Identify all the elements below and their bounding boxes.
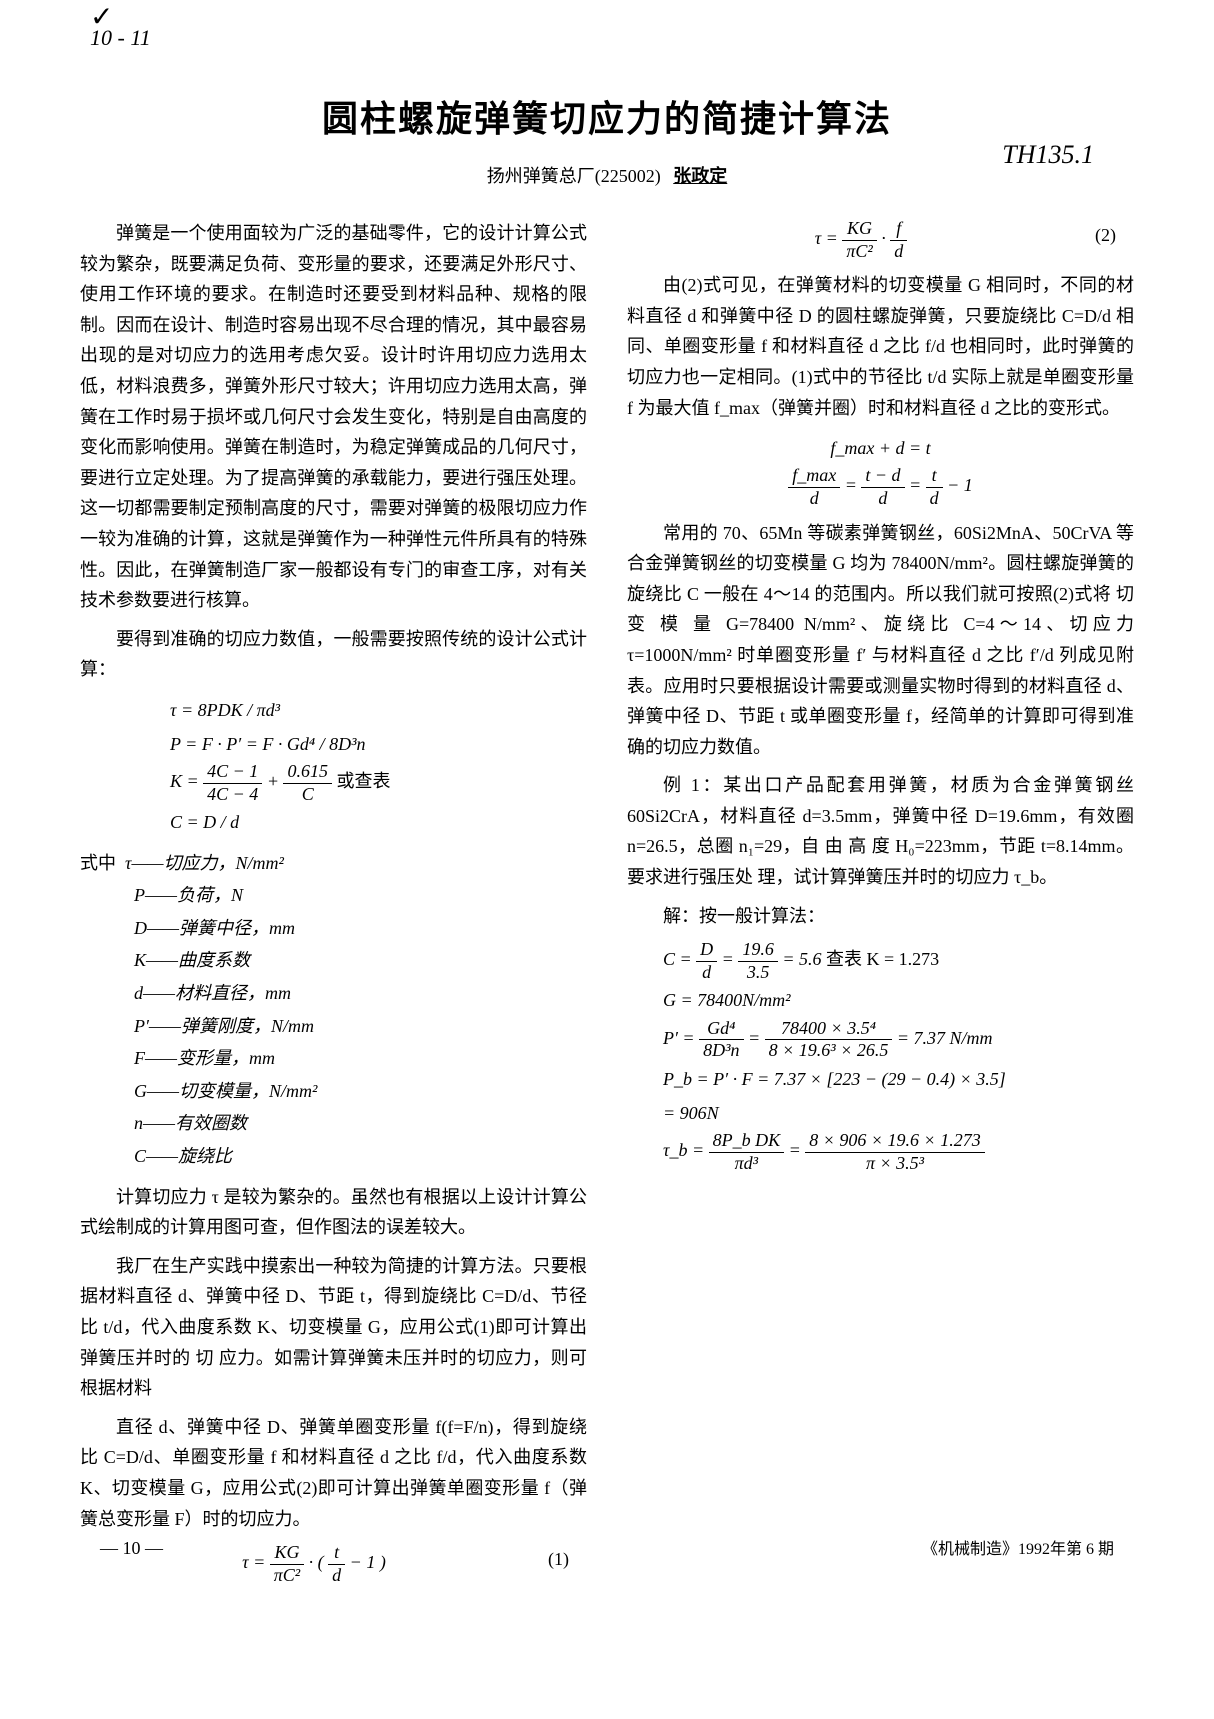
equation-number: (2) [1095, 218, 1116, 252]
def-row: K——曲度系数 [80, 945, 587, 976]
def-row: F——变形量，mm [80, 1043, 587, 1074]
def-row: G——切变模量，N/mm² [80, 1076, 587, 1107]
def-row: C——旋绕比 [80, 1141, 587, 1172]
paragraph: 要得到准确的切应力数值，一般需要按照传统的设计公式计算： [80, 624, 587, 685]
def-row: d——材料直径，mm [80, 978, 587, 1009]
paragraph: 直径 d、弹簧中径 D、弹簧单圈变形量 f(f=F/n)，得到旋绕比 C=D/d… [80, 1412, 587, 1534]
formula: f_max + d = t [627, 431, 1134, 465]
equation-number: (1) [548, 1542, 569, 1576]
formula: K = 4C − 14C − 4 + 0.615C 或查表 [170, 761, 587, 805]
formula: τ = 8PDK / πd³ [170, 693, 587, 727]
classification-code: TH135.1 [1002, 140, 1094, 170]
body-columns: 弹簧是一个使用面较为广泛的基础零件，它的设计计算公式较为繁杂，既要满足负荷、变形… [80, 218, 1134, 1598]
derivation: f_max + d = t f_maxd = t − dd = td − 1 [627, 431, 1134, 509]
paragraph: 解：按一般计算法： [627, 901, 1134, 932]
article-title: 圆柱螺旋弹簧切应力的简捷计算法 [80, 90, 1134, 142]
handwritten-page-range: 10 - 11 [90, 25, 151, 51]
formula: f_maxd = t − dd = td − 1 [627, 465, 1134, 509]
page: ✓ 10 - 11 TH135.1 圆柱螺旋弹簧切应力的简捷计算法 扬州弹簧总厂… [0, 0, 1214, 1719]
affiliation: 扬州弹簧总厂(225002) [487, 166, 661, 186]
byline: 扬州弹簧总厂(225002) 张政定 [80, 162, 1134, 188]
paragraph: 弹簧是一个使用面较为广泛的基础零件，它的设计计算公式较为繁杂，既要满足负荷、变形… [80, 218, 587, 616]
def-row: D——弹簧中径，mm [80, 913, 587, 944]
symbol-definitions: 式中 τ——切应力，N/mm² P——负荷，N D——弹簧中径，mm K——曲度… [80, 848, 587, 1172]
paragraph: 常用的 70、65Mn 等碳素弹簧钢丝，60Si2MnA、50CrVA 等合金弹… [627, 518, 1134, 763]
paragraph: 例 1：某出口产品配套用弹簧，材质为合金弹簧钢丝 60Si2CrA，材料直径 d… [627, 770, 1134, 892]
formula-block: τ = 8PDK / πd³ P = F · P′ = F · Gd⁴ / 8D… [80, 693, 587, 840]
def-row: n——有效圈数 [80, 1108, 587, 1139]
formula: C = D / d [170, 805, 587, 839]
equation-2: τ = KGπC² · fd (2) [627, 218, 1134, 262]
paragraph: 我厂在生产实践中摸索出一种较为简捷的计算方法。只要根据材料直径 d、弹簧中径 D… [80, 1251, 587, 1404]
def-row: 式中 τ——切应力，N/mm² [80, 848, 587, 879]
paragraph: 由(2)式可见，在弹簧材料的切变模量 G 相同时，不同的材料直径 d 和弹簧中径… [627, 270, 1134, 423]
page-number: — 10 — [100, 1538, 163, 1559]
def-row: P——负荷，N [80, 880, 587, 911]
publication-footer: 《机械制造》1992年第 6 期 [922, 1535, 1114, 1559]
worked-example: C = Dd = 19.63.5 = 5.6 查表 K = 1.273 G = … [627, 939, 1134, 1174]
paragraph: 计算切应力 τ 是较为繁杂的。虽然也有根据以上设计计算公式绘制成的计算用图可查，… [80, 1182, 587, 1243]
formula: P = F · P′ = F · Gd⁴ / 8D³n [170, 727, 587, 761]
def-row: P′——弹簧刚度，N/mm [80, 1011, 587, 1042]
author-name: 张政定 [673, 166, 727, 186]
